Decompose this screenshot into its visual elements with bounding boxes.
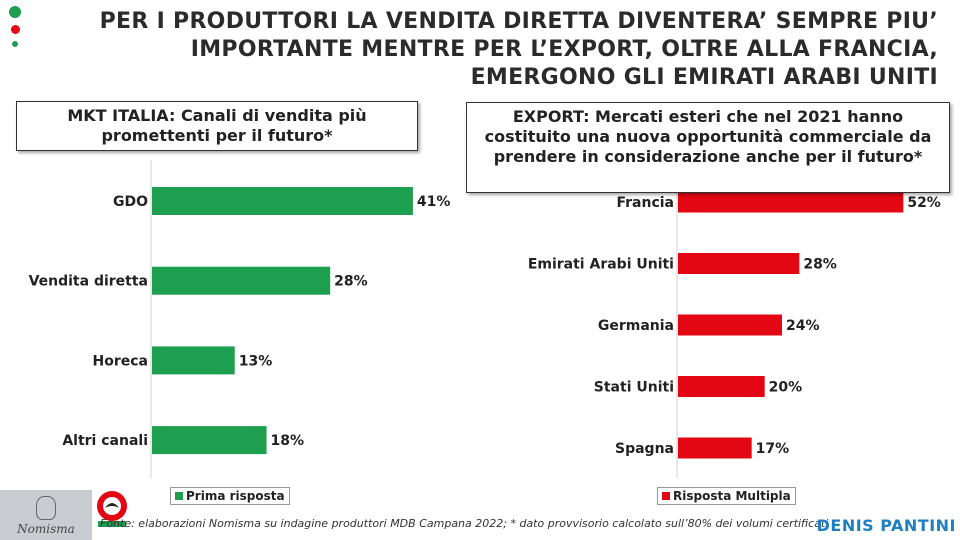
brand-logo: DENIS PANTINI [816,516,956,535]
nomisma-logo-text: Nomisma [17,522,75,536]
nomisma-emblem-icon [36,496,56,520]
left-data-label: 28% [334,274,368,290]
right-data-label: 20% [769,380,803,396]
legend-swatch-red [662,492,670,500]
right-category-label: Francia [616,195,674,211]
left-data-label: 13% [239,353,273,369]
right-data-label: 24% [786,318,820,334]
small-green-dot [12,41,18,47]
red-dot [10,25,20,34]
right-legend: Risposta Multipla [657,487,796,505]
right-data-label: 17% [756,441,790,457]
right-data-label: 52% [907,195,941,211]
left-legend: Prima risposta [170,487,290,505]
right-bar [678,437,752,459]
right-bar [678,253,800,274]
right-category-label: Germania [598,318,674,334]
left-legend-label: Prima risposta [186,489,285,503]
page-title: PER I PRODUTTORI LA VENDITA DIRETTA DIVE… [38,8,938,92]
title-line-3: EMERGONO GLI EMIRATI ARABI UNITI [470,65,938,90]
right-legend-label: Risposta Multipla [673,489,791,503]
left-bar [152,266,331,295]
title-line-1: PER I PRODUTTORI LA VENDITA DIRETTA DIVE… [99,9,938,34]
right-category-label: Stati Uniti [594,380,674,396]
left-category-label: Horeca [93,353,148,369]
source-note: Fonte: elaborazioni Nomisma su indagine … [100,517,829,530]
nomisma-logo: Nomisma [0,490,92,540]
legend-swatch-green [175,492,183,500]
right-bar [678,376,765,397]
left-chart-title: MKT ITALIA: Canali di vendita più promet… [67,106,367,145]
right-category-label: Emirati Arabi Uniti [528,257,674,273]
left-bar [152,426,267,455]
left-category-label: Vendita diretta [29,274,148,290]
left-chart-title-box: MKT ITALIA: Canali di vendita più promet… [16,101,418,151]
green-dot [9,6,21,18]
decorative-dots [8,4,22,47]
title-line-2: IMPORTANTE MENTRE PER L’EXPORT, OLTRE AL… [190,37,938,62]
right-bar [678,191,904,213]
left-category-label: GDO [113,194,148,210]
right-category-label: Spagna [615,441,674,457]
right-data-label: 28% [803,257,837,273]
left-data-label: 41% [417,194,451,210]
right-bar [678,314,782,336]
left-bar [152,187,413,215]
consortium-logo-icon [97,491,127,527]
left-category-label: Altri canali [62,433,148,449]
right-chart-title-box: EXPORT: Mercati esteri che nel 2021 hann… [466,102,950,193]
left-bar [152,346,235,375]
right-chart-title: EXPORT: Mercati esteri che nel 2021 hann… [484,107,932,166]
left-data-label: 18% [271,433,305,449]
